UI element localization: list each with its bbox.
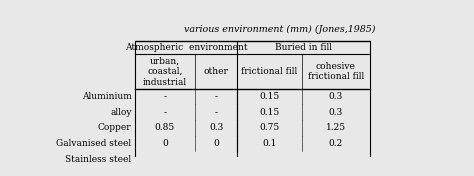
Text: Buried in fill: Buried in fill [275, 43, 332, 52]
Text: frictional fill: frictional fill [241, 67, 298, 76]
Text: -: - [215, 92, 218, 101]
Text: various environment (mm) (Jones,1985): various environment (mm) (Jones,1985) [184, 25, 375, 34]
Text: alloy: alloy [110, 108, 132, 117]
Text: 0.15: 0.15 [259, 108, 280, 117]
Text: 0.3: 0.3 [328, 108, 343, 117]
Text: Atmospheric  environment: Atmospheric environment [125, 43, 247, 52]
Text: 0.85: 0.85 [155, 123, 175, 132]
Text: 0.2: 0.2 [328, 139, 343, 148]
Text: other: other [204, 67, 229, 76]
Text: 0: 0 [213, 139, 219, 148]
Text: Aluminium: Aluminium [82, 92, 132, 101]
Text: 0.75: 0.75 [259, 123, 280, 132]
Text: -: - [164, 92, 166, 101]
Text: -: - [164, 108, 166, 117]
Text: urban,
coastal,
industrial: urban, coastal, industrial [143, 57, 187, 86]
Text: -: - [215, 108, 218, 117]
Text: Galvanised steel: Galvanised steel [56, 139, 132, 148]
Text: 0.3: 0.3 [328, 92, 343, 101]
Text: 0.15: 0.15 [259, 92, 280, 101]
Text: Stainless steel: Stainless steel [65, 155, 132, 164]
Text: 0: 0 [162, 139, 168, 148]
Text: Copper: Copper [98, 123, 132, 132]
Text: 1.25: 1.25 [326, 123, 346, 132]
Text: 0.1: 0.1 [263, 139, 277, 148]
Text: cohesive
frictional fill: cohesive frictional fill [308, 62, 364, 81]
Text: 0.3: 0.3 [209, 123, 223, 132]
